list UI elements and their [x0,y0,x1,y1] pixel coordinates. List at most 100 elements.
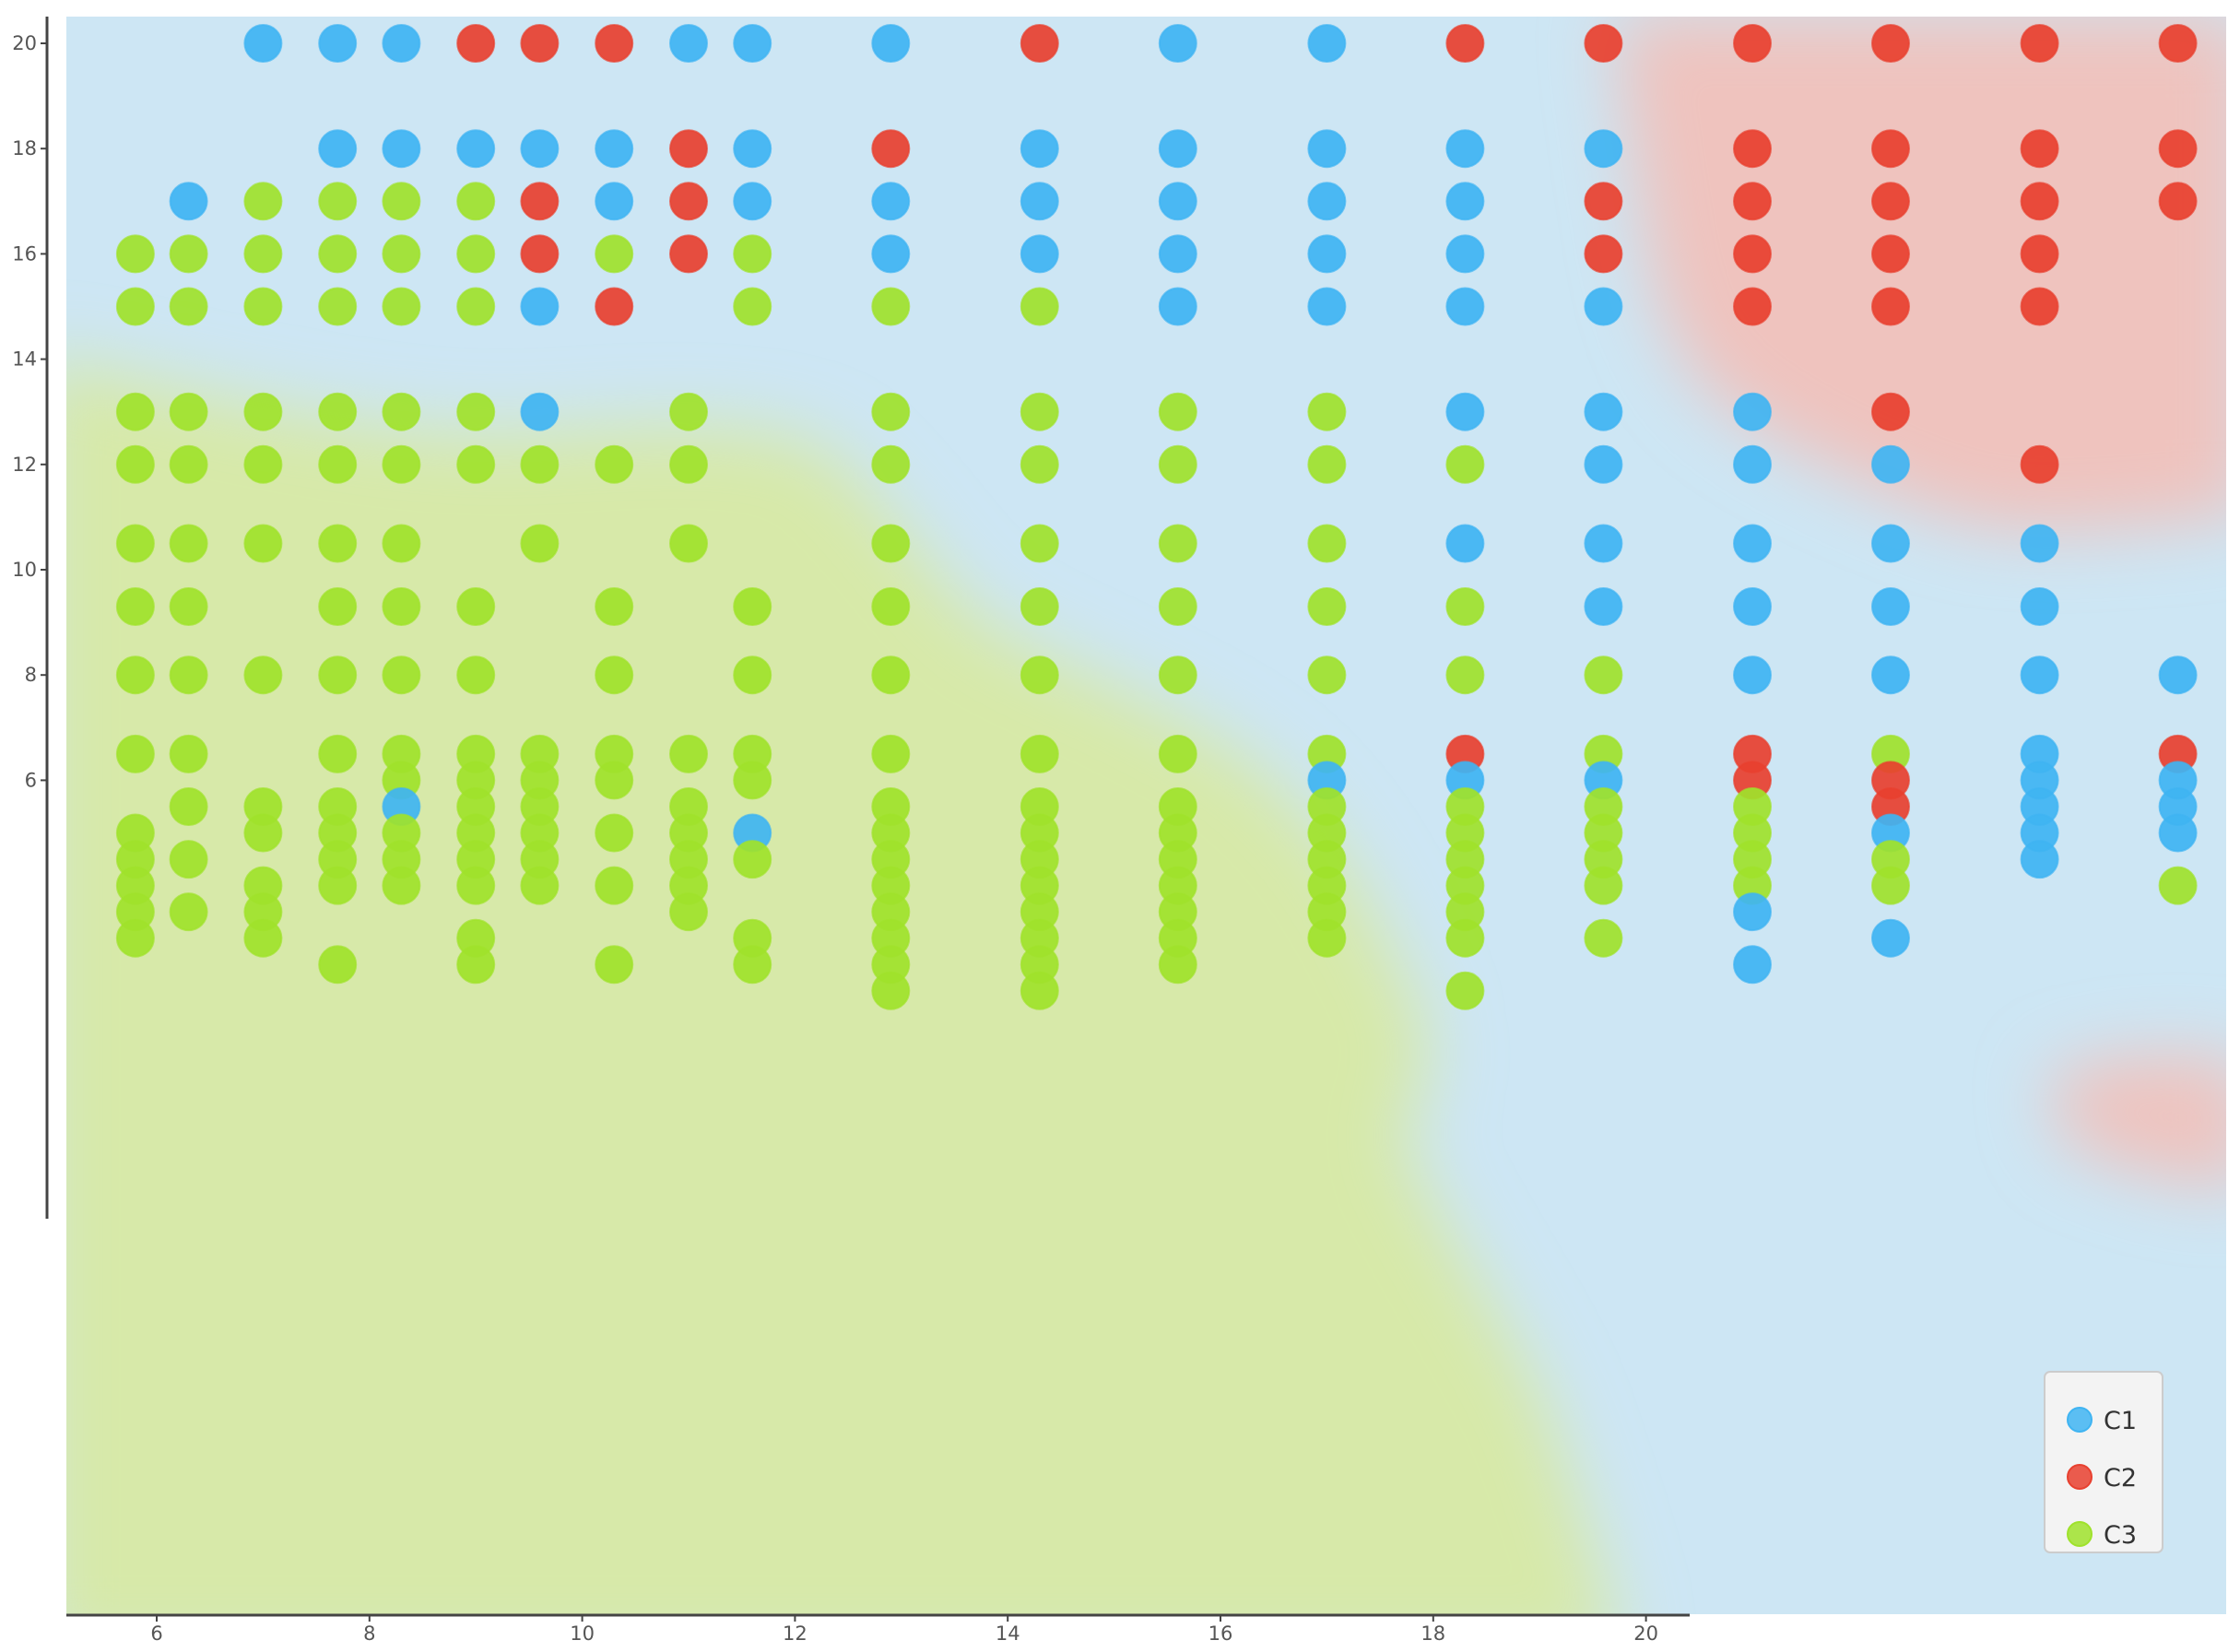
point-c3 [382,234,421,274]
point-c1 [1307,234,1347,274]
point-c3 [733,234,772,274]
point-c1 [871,182,911,221]
point-c1 [1733,655,1772,695]
point-c3 [595,655,634,695]
point-c1 [1871,587,1910,626]
point-c2 [2158,182,2198,221]
point-c1 [595,129,634,169]
point-c3 [871,287,911,326]
point-c3 [1445,587,1485,626]
x-tick-label: 14 [996,1622,1020,1645]
point-c3 [1158,392,1197,431]
point-c2 [2158,24,2198,63]
point-c1 [1445,129,1485,169]
point-c3 [169,655,208,695]
point-c3 [1445,918,1485,958]
point-c3 [318,866,358,905]
data-points [115,24,2198,1010]
y-tick-label: 12 [12,454,37,476]
x-tick-label: 6 [150,1622,162,1645]
point-c1 [1871,918,1910,958]
legend-label-c3: C3 [2104,1521,2137,1550]
point-c1 [1020,129,1059,169]
point-c3 [733,945,772,985]
point-c3 [1158,444,1197,484]
point-c2 [1871,392,1910,431]
point-c3 [382,524,421,563]
x-tick-label: 12 [783,1622,808,1645]
point-c1 [318,129,358,169]
point-c3 [243,813,283,853]
point-c1 [2158,813,2198,853]
point-c1 [595,182,634,221]
legend-marker-c2 [2067,1464,2093,1490]
point-c3 [1020,734,1059,773]
y-tick-label: 6 [25,769,37,791]
point-c2 [595,24,634,63]
point-c1 [1584,524,1623,563]
point-c3 [243,392,283,431]
region-c2-lower [2046,1055,2226,1188]
point-c1 [1020,234,1059,274]
point-c2 [2020,182,2059,221]
point-c3 [382,655,421,695]
y-tick-label: 18 [12,137,37,159]
point-c3 [595,945,634,985]
point-c2 [1733,234,1772,274]
point-c3 [1307,655,1347,695]
point-c3 [871,655,911,695]
point-c3 [115,587,155,626]
point-c3 [669,392,708,431]
point-c3 [456,587,496,626]
point-c1 [733,24,772,63]
point-c3 [669,444,708,484]
point-c3 [871,587,911,626]
point-c1 [2020,655,2059,695]
point-c3 [243,918,283,958]
point-c2 [520,234,560,274]
point-c3 [382,587,421,626]
point-c3 [1871,866,1910,905]
point-c3 [669,734,708,773]
point-c3 [871,971,911,1010]
point-c1 [1445,182,1485,221]
point-c3 [169,587,208,626]
point-c3 [318,392,358,431]
point-c3 [318,945,358,985]
point-c1 [1158,129,1197,169]
point-c1 [871,24,911,63]
point-c1 [1584,129,1623,169]
axis-ticks: 6 8 10 12 14 16 18 20 6 8 10 12 14 16 18 20 [12,32,1658,1645]
point-c2 [520,24,560,63]
point-c3 [243,287,283,326]
point-c3 [115,655,155,695]
point-c3 [1445,444,1485,484]
point-c3 [318,444,358,484]
point-c3 [1584,918,1623,958]
point-c1 [1307,182,1347,221]
point-c3 [456,182,496,221]
point-c3 [871,524,911,563]
point-c1 [169,182,208,221]
point-c1 [2020,840,2059,879]
point-c3 [733,587,772,626]
point-c3 [595,234,634,274]
x-tick-label: 8 [363,1622,375,1645]
point-c3 [520,444,560,484]
point-c3 [115,234,155,274]
point-c2 [456,24,496,63]
y-tick-label: 20 [12,32,37,54]
point-c2 [1871,234,1910,274]
point-c3 [382,866,421,905]
point-c3 [1020,971,1059,1010]
point-c3 [520,524,560,563]
point-c3 [1307,524,1347,563]
point-c3 [318,734,358,773]
point-c3 [169,734,208,773]
point-c2 [2158,129,2198,169]
point-c3 [669,892,708,932]
point-c3 [733,655,772,695]
point-c1 [2020,524,2059,563]
point-c3 [456,392,496,431]
